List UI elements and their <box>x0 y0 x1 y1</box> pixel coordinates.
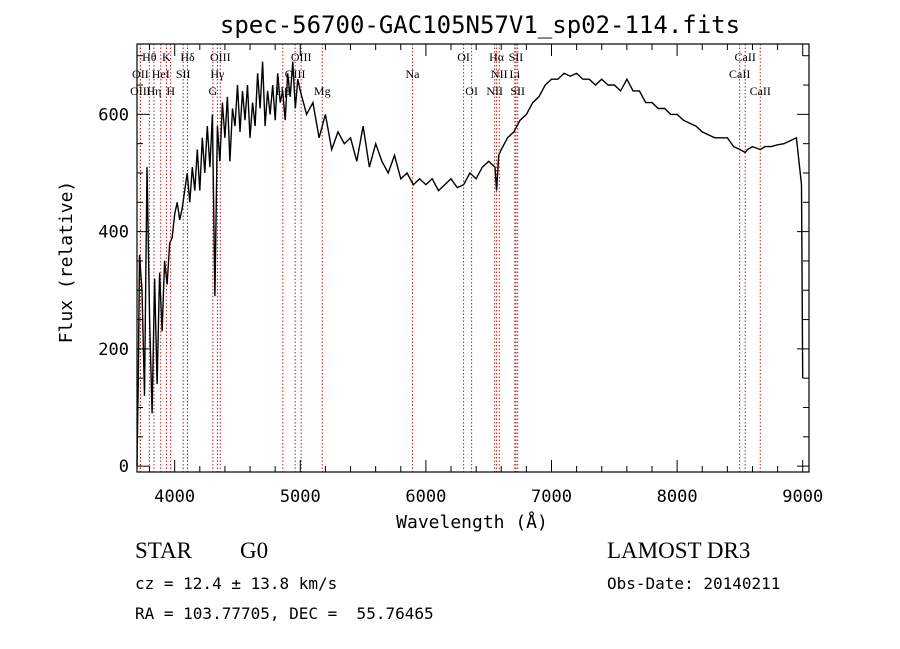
emission-line-label: G <box>209 84 218 98</box>
emission-line-label: SII <box>176 67 191 81</box>
object-subclass: G0 <box>240 538 269 563</box>
emission-line-label: Mg <box>314 84 331 98</box>
emission-line-label: Hα <box>489 50 505 64</box>
emission-line-label: OIII <box>130 84 151 98</box>
x-tick-label: 6000 <box>405 487 446 507</box>
x-axis-label: Wavelength (Å) <box>396 511 548 533</box>
emission-line-label: OI <box>465 84 478 98</box>
y-tick-label: 400 <box>98 223 129 243</box>
emission-line-label: Hγ <box>210 67 225 81</box>
emission-line-label: SII <box>509 50 524 64</box>
x-tick-label: 8000 <box>657 487 698 507</box>
emission-line-label: Hδ <box>180 50 195 64</box>
emission-line-label: CaII <box>735 50 756 64</box>
emission-line-label: SII <box>510 84 525 98</box>
flux-series-line <box>136 61 804 467</box>
x-tick-label: 5000 <box>280 487 321 507</box>
y-tick-label: 200 <box>98 340 129 360</box>
y-axis-ticks: 0 200 400 600 <box>98 55 809 477</box>
coordinates: RA = 103.77705, DEC = 55.76465 <box>135 604 434 623</box>
emission-line-label: Li <box>509 67 520 81</box>
emission-line-label: CaII <box>729 67 750 81</box>
x-tick-label: 9000 <box>782 487 823 507</box>
y-tick-label: 600 <box>98 105 129 125</box>
x-tick-label: 4000 <box>154 487 195 507</box>
x-tick-label: 7000 <box>531 487 572 507</box>
plot-frame <box>136 43 810 473</box>
emission-line-label: H <box>166 84 175 98</box>
y-tick-label: 0 <box>119 457 129 477</box>
survey-name: LAMOST DR3 <box>607 538 751 563</box>
emission-line-label: Na <box>405 67 420 81</box>
emission-line-label: OIII <box>291 50 312 64</box>
y-axis-label: Flux (relative) <box>56 181 77 344</box>
emission-line-label: OIII <box>285 67 306 81</box>
emission-line-label: OII <box>132 67 149 81</box>
emission-line-label: Hη <box>146 84 161 98</box>
emission-line-label: K <box>162 50 171 64</box>
emission-line-label: Hθ <box>142 50 157 64</box>
emission-line-label: OI <box>457 50 470 64</box>
emission-line-label: HeI <box>152 67 170 81</box>
object-class: STAR <box>135 538 192 563</box>
emission-line-label: CaII <box>750 84 771 98</box>
emission-line-labels: Hθ K Hδ OIII OIII OI Hα SII CaII OII HeI SII Hγ OIII N… <box>130 50 771 98</box>
emission-line-label: NII <box>491 67 508 81</box>
chart-title: spec-56700-GAC105N57V1_sp02-114.fits <box>220 11 740 39</box>
emission-line-label: OIII <box>210 50 231 64</box>
x-axis-ticks: 4000 5000 6000 7000 8000 9000 <box>149 44 823 507</box>
redshift-cz: cz = 12.4 ± 13.8 km/s <box>135 574 338 593</box>
emission-line-markers <box>139 44 761 472</box>
emission-line-label: NII <box>486 84 503 98</box>
observation-date: Obs-Date: 20140211 <box>607 574 781 593</box>
